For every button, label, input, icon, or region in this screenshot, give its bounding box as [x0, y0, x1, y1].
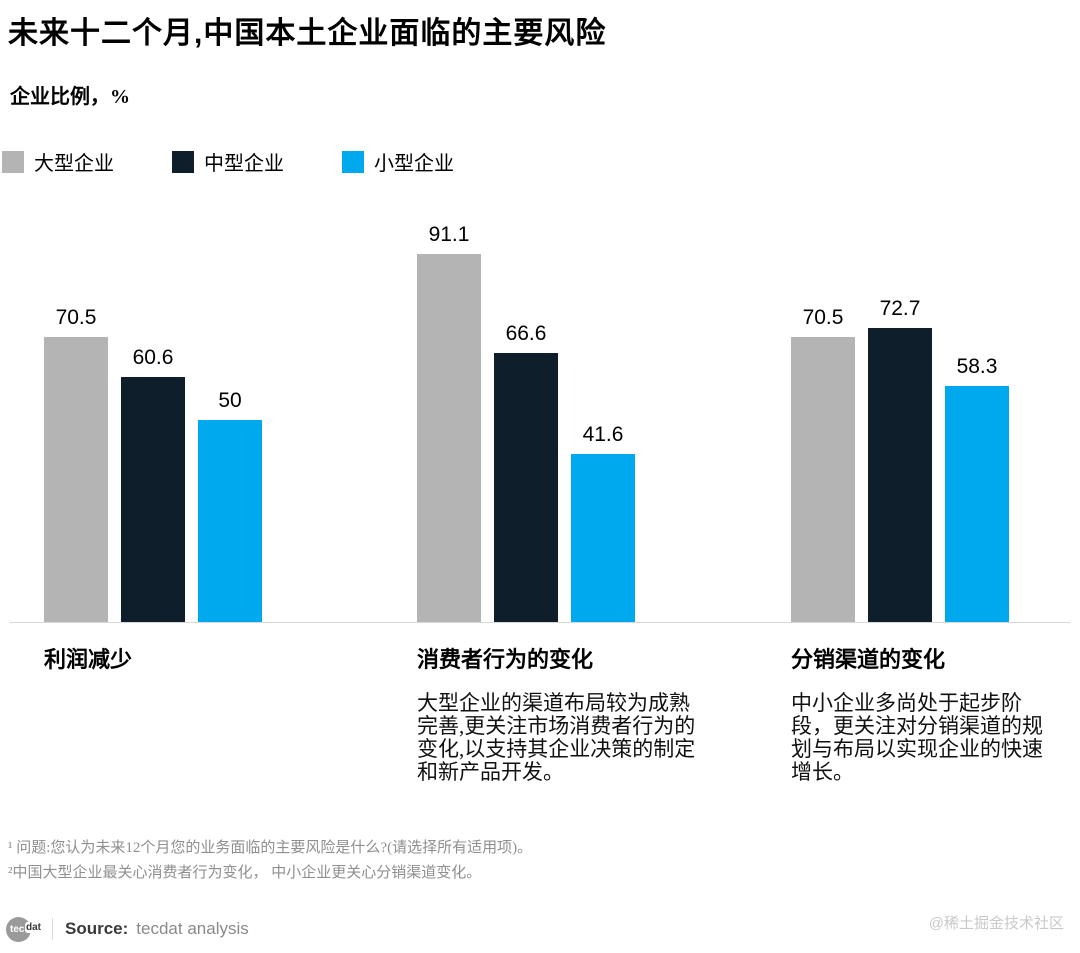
tecdat-logo-text-dat: dat [25, 922, 42, 933]
category-block-distribution-channel: 分销渠道的变化 中小企业多尚处于起步阶 段，更关注对分销渠道的规 划与布局以实现… [791, 642, 1059, 784]
bar-value-label: 91.1 [428, 222, 470, 246]
legend-item-small-enterprise: 小型企业 [342, 147, 454, 176]
bar-value-label: 50 [218, 389, 242, 412]
tecdat-logo-text-tec: tec [10, 924, 25, 935]
source-text: tecdat analysis [136, 919, 249, 938]
bar-small-consumer-behavior [571, 453, 635, 622]
source-row: tec dat Source: tecdat analysis [6, 916, 249, 942]
bar-value-label: 70.5 [55, 306, 97, 330]
bar-large-distribution-channel [791, 337, 855, 622]
bar-column: 41.6 [571, 218, 635, 622]
bar-value-label: 41.6 [582, 422, 624, 446]
bar-value-label: 66.6 [505, 321, 547, 345]
legend-swatch-medium-enterprise [172, 150, 194, 173]
bar-column: 60.6 [121, 218, 185, 622]
bar-column: 72.7 [868, 218, 932, 622]
bar-group-distribution-channel: 70.5 72.7 58.3 [791, 218, 1009, 622]
bar-large-consumer-behavior [417, 253, 481, 622]
category-label: 分销渠道的变化 [791, 647, 946, 672]
bar-column: 91.1 [417, 218, 481, 622]
legend-label-small-enterprise: 小型企业 [374, 153, 454, 175]
category-block-consumer-behavior: 消费者行为的变化 大型企业的渠道布局较为成熟 完善,更关注市场消费者行为的 变化… [417, 642, 717, 784]
footnotes: ¹ 问题:您认为未来12个月您的业务面临的主要风险是什么?(请选择所有适用项)。… [8, 836, 532, 886]
category-block-profit-decline: 利润减少 [44, 642, 374, 674]
category-label: 利润减少 [44, 647, 133, 672]
legend-label-medium-enterprise: 中型企业 [204, 153, 284, 175]
category-label: 消费者行为的变化 [417, 647, 594, 672]
source-divider [52, 918, 53, 940]
bar-medium-distribution-channel [868, 328, 932, 622]
bar-column: 58.3 [945, 218, 1009, 622]
legend-item-medium-enterprise: 中型企业 [172, 147, 284, 176]
footnote-2: ²中国大型企业最关心消费者行为变化， 中小企业更关心分销渠道变化。 [8, 865, 482, 881]
tecdat-logo: tec dat [6, 916, 50, 942]
bar-group-profit-decline: 70.5 60.6 50 [44, 218, 262, 622]
bar-small-profit-decline [198, 420, 262, 622]
bar-value-label: 70.5 [802, 306, 844, 330]
bar-column: 70.5 [791, 218, 855, 622]
category-description: 大型企业的渠道布局较为成熟 完善,更关注市场消费者行为的 变化,以支持其企业决策… [417, 691, 696, 784]
bar-value-label: 58.3 [956, 355, 998, 379]
bar-medium-profit-decline [121, 377, 185, 622]
chart-unit-label: 企业比例，% [10, 86, 130, 108]
bar-group-consumer-behavior: 91.1 66.6 41.6 [417, 218, 635, 622]
bar-chart: 70.5 60.6 50 91.1 66.6 41.6 [0, 218, 1080, 622]
legend-swatch-large-enterprise [2, 150, 24, 173]
page-title: 未来十二个月,中国本土企业面临的主要风险 [8, 17, 607, 50]
bar-large-profit-decline [44, 337, 108, 622]
bar-column: 66.6 [494, 218, 558, 622]
legend: 大型企业 中型企业 小型企业 [2, 147, 454, 176]
footnote-1: ¹ 问题:您认为未来12个月您的业务面临的主要风险是什么?(请选择所有适用项)。 [8, 840, 533, 856]
bar-column: 70.5 [44, 218, 108, 622]
legend-item-large-enterprise: 大型企业 [2, 147, 114, 176]
bar-column: 50 [198, 218, 262, 622]
legend-swatch-small-enterprise [342, 150, 364, 173]
bar-value-label: 72.7 [879, 297, 921, 321]
bar-medium-consumer-behavior [494, 352, 558, 622]
axis-baseline [10, 622, 1070, 623]
bar-small-distribution-channel [945, 386, 1009, 622]
bar-value-label: 60.6 [132, 346, 174, 370]
legend-label-large-enterprise: 大型企业 [34, 153, 114, 175]
category-description: 中小企业多尚处于起步阶 段，更关注对分销渠道的规 划与布局以实现企业的快速 增长… [791, 691, 1043, 784]
source-label: Source: [65, 919, 129, 938]
watermark: @稀土掘金技术社区 [928, 915, 1064, 932]
